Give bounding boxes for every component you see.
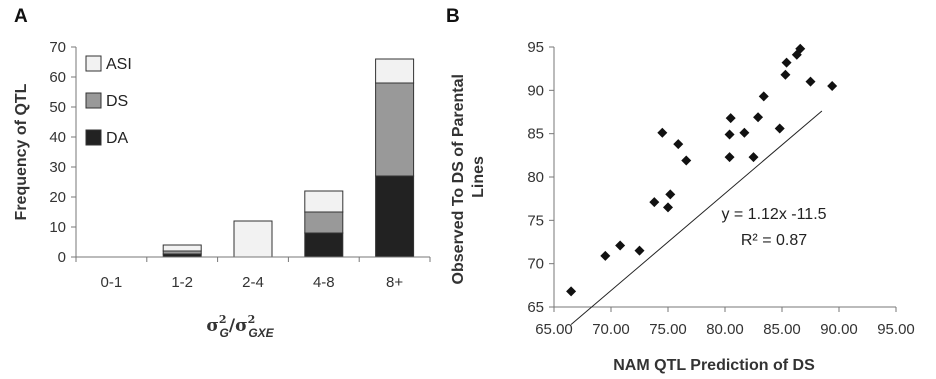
panel-a-bar-ds-8+ [375,82,415,177]
panel-b-point [665,189,676,200]
panel-b-y-tick-label: 80 [527,169,544,186]
panel-b-x-tick-label: 80.00 [706,321,744,338]
panel-a-legend-swatch-da [85,129,102,146]
panel-b-point [649,197,660,208]
xlabel-sup-1: 2 [219,313,227,326]
panel-b-point [681,155,692,166]
panel-a-x-axis: 0-1 1-2 2-4 4-8 8+ [75,256,431,291]
panel-a-legend: ASI DS DA [85,55,132,147]
panel-a-y-axis-title: Frequency of QTL [13,83,30,220]
panel-b-y-tick-label: 95 [527,39,544,56]
panel-b-equation: y = 1.12x -11.5 [721,206,826,223]
xlabel-sub-g: G [220,326,229,340]
panel-a-y-axis: 0 10 20 30 40 50 60 70 [49,39,77,266]
panel-b-y-tick-label: 90 [527,82,544,99]
panel-a-y-tick-label: 20 [49,189,66,206]
panel-b-point [724,129,735,140]
panel-b-point [780,69,791,80]
panel-b-point [673,139,684,150]
panel-a-y-tick-label: 70 [49,39,66,56]
panel-b-axes: 65 70 75 80 85 90 95 65.00 70.00 75.00 80.00 85.00 9… [527,39,914,338]
panel-b-point [657,127,668,138]
xlabel-sigma-1: σ [206,316,219,336]
panel-a-x-tick-label: 0-1 [101,274,123,291]
xlabel-sub-gxe: GXE [248,326,274,340]
panel-b-scatter-chart: B Observed To DS of Parental Lines NAM Q… [446,6,915,374]
panel-a-y-tick-label: 50 [49,99,66,116]
panel-b-x-tick-label: 85.00 [763,321,801,338]
panel-a-bar-asi-1-2 [162,244,202,252]
panel-b-point [634,245,645,256]
xlabel-slash: / [229,316,236,336]
panel-b-trendline [570,110,823,325]
panel-b-y-tick-label: 85 [527,126,544,143]
panel-b-point [663,202,673,213]
panel-a-legend-swatch-asi [85,55,102,72]
panel-a-bar-asi-2-4 [233,220,273,258]
panel-b-point [781,57,792,68]
panel-b-point [566,286,577,297]
panel-b-point [795,43,806,54]
panel-b-y-tick-label: 70 [527,256,544,273]
panel-b-label: B [446,6,460,27]
panel-a-x-tick-label: 2-4 [242,274,264,291]
panel-b-y-tick-label: 65 [527,299,544,316]
panel-b-point [739,127,750,138]
panel-a-bar-asi-4-8 [304,190,344,213]
panel-b-point [774,123,785,134]
panel-a-legend-label-da: DA [106,130,129,147]
panel-b-points [566,43,838,297]
panel-b-x-axis-title: NAM QTL Prediction of DS [613,357,815,374]
xlabel-sigma-2: σ [235,316,248,336]
panel-a-y-tick-label: 60 [49,69,66,86]
panel-a-x-tick-label: 4-8 [313,274,335,291]
panel-b-point [724,152,735,163]
panel-b-y-tick-label: 75 [527,212,544,229]
panel-b-x-tick-label: 75.00 [649,321,687,338]
panel-b-y-axis-title-line-1: Observed To DS of Parental [450,74,467,284]
panel-b-point [805,76,816,87]
panel-a-legend-swatch-ds [85,92,102,109]
panel-b-point [725,113,736,124]
panel-a-label: A [14,6,28,27]
panel-a-legend-label-asi: ASI [106,56,132,73]
panel-a-bar-da-4-8 [304,232,344,258]
panel-b-r-squared: R² = 0.87 [741,232,807,249]
panel-a-bars [162,58,415,258]
panel-b-point [600,250,611,261]
panel-a-y-tick-label: 10 [49,219,66,236]
panel-a-x-tick-label: 1-2 [171,274,193,291]
panel-a-bar-asi-8+ [375,58,415,84]
panel-b-y-axis-title: Observed To DS of Parental Lines [450,70,487,285]
panel-b-y-axis-title-line-2: Lines [470,156,487,198]
panel-a-x-tick-label: 8+ [386,274,403,291]
panel-a-bar-da-8+ [375,175,415,258]
panel-b-point [615,240,626,251]
panel-b-x-tick-label: 90.00 [820,321,858,338]
panel-a-legend-label-ds: DS [106,93,128,110]
panel-b-point [758,91,769,102]
panel-a-bar-chart: A Frequency of QTL 0 10 20 30 40 50 60 70 0-1 1-… [13,6,431,340]
panel-b-x-tick-label: 95.00 [877,321,915,338]
panel-b-trendline-group [570,110,823,325]
panel-b-point [753,112,764,123]
panel-a-y-tick-label: 40 [49,129,66,146]
panel-b-point [748,152,759,163]
panel-b-x-tick-label: 70.00 [592,321,630,338]
panel-a-y-tick-label: 30 [49,159,66,176]
xlabel-sup-2: 2 [248,313,256,326]
panel-a-bar-ds-4-8 [304,211,344,234]
panel-b-x-tick-label: 65.00 [535,321,573,338]
panel-a-y-tick-label: 0 [58,249,66,266]
panel-a-x-axis-title: σ2 G/σ2 GXE [206,313,274,340]
panel-b-point [827,81,838,91]
